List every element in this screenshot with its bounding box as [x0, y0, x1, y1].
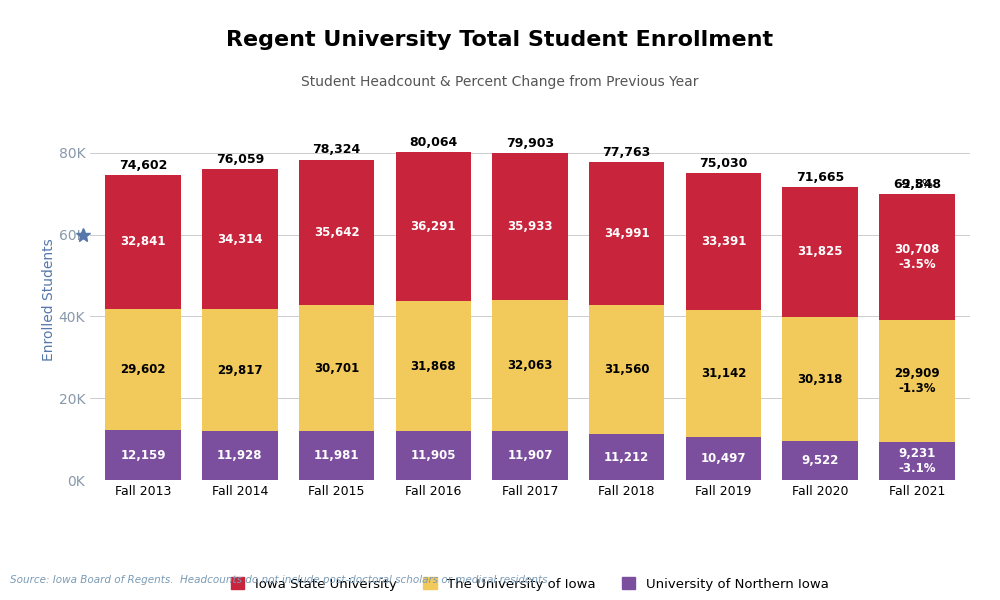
Bar — [202, 309, 278, 431]
Text: 33,391: 33,391 — [701, 235, 746, 248]
Text: 35,933: 35,933 — [507, 220, 553, 233]
Text: 32,063: 32,063 — [507, 359, 553, 372]
Text: 31,825: 31,825 — [797, 245, 843, 259]
Bar — [879, 194, 955, 320]
Bar — [589, 434, 664, 480]
Text: 30,318: 30,318 — [797, 373, 843, 386]
Text: 35,642: 35,642 — [314, 226, 359, 239]
Text: 75,030: 75,030 — [699, 157, 748, 170]
Bar — [299, 305, 374, 431]
Text: 11,981: 11,981 — [314, 449, 359, 462]
Text: 77,763: 77,763 — [603, 146, 651, 158]
Legend: Iowa State University, The University of Iowa, University of Northern Iowa: Iowa State University, The University of… — [226, 572, 834, 596]
Text: Source: Iowa Board of Regents.  Headcounts do not include post-doctoral scholars: Source: Iowa Board of Regents. Headcount… — [10, 575, 551, 585]
Text: 9,522: 9,522 — [801, 454, 839, 467]
Text: 76,059: 76,059 — [216, 152, 264, 166]
Text: 69,848: 69,848 — [893, 163, 941, 191]
Text: Regent University Total Student Enrollment: Regent University Total Student Enrollme… — [226, 30, 774, 50]
Text: 32,841: 32,841 — [120, 235, 166, 248]
Bar — [686, 437, 761, 480]
Y-axis label: Enrolled Students: Enrolled Students — [42, 239, 56, 361]
Bar — [782, 317, 858, 441]
Text: -2.5%: -2.5% — [900, 178, 934, 191]
Bar — [299, 160, 374, 305]
Text: 36,291: 36,291 — [411, 220, 456, 233]
Bar — [492, 300, 568, 431]
Text: 29,909
-1.3%: 29,909 -1.3% — [894, 367, 940, 395]
Text: 11,905: 11,905 — [411, 449, 456, 462]
Bar — [202, 431, 278, 480]
Text: 80,064: 80,064 — [409, 136, 457, 149]
Text: 78,324: 78,324 — [312, 143, 361, 157]
Text: 79,903: 79,903 — [506, 137, 554, 150]
Text: 29,602: 29,602 — [120, 363, 166, 376]
Text: 31,142: 31,142 — [701, 367, 746, 380]
Bar — [396, 152, 471, 301]
Bar — [686, 310, 761, 437]
Text: 74,602: 74,602 — [119, 158, 167, 172]
Text: 10,497: 10,497 — [701, 452, 746, 465]
Bar — [492, 153, 568, 300]
Bar — [396, 431, 471, 480]
Text: 71,665: 71,665 — [796, 170, 844, 184]
Text: 11,212: 11,212 — [604, 451, 649, 464]
Text: 29,817: 29,817 — [217, 364, 263, 377]
Text: Student Headcount & Percent Change from Previous Year: Student Headcount & Percent Change from … — [301, 75, 699, 89]
Bar — [396, 301, 471, 431]
Text: 11,928: 11,928 — [217, 449, 263, 462]
Bar — [299, 431, 374, 480]
Bar — [782, 187, 858, 317]
Text: 31,868: 31,868 — [410, 359, 456, 373]
Bar — [686, 173, 761, 310]
Text: 30,701: 30,701 — [314, 362, 359, 374]
Text: 12,159: 12,159 — [120, 449, 166, 461]
Text: 30,708
-3.5%: 30,708 -3.5% — [894, 243, 940, 271]
Text: 34,314: 34,314 — [217, 233, 263, 245]
Bar — [879, 320, 955, 442]
Bar — [105, 309, 181, 430]
Bar — [492, 431, 568, 480]
Bar — [105, 175, 181, 309]
Bar — [105, 430, 181, 480]
Text: 34,991: 34,991 — [604, 227, 650, 240]
Text: 31,560: 31,560 — [604, 363, 649, 376]
Bar — [782, 441, 858, 480]
Bar — [589, 305, 664, 434]
Bar — [589, 162, 664, 305]
Bar — [202, 169, 278, 309]
Text: 11,907: 11,907 — [507, 449, 553, 462]
Text: 9,231
-3.1%: 9,231 -3.1% — [898, 447, 936, 475]
Bar — [879, 442, 955, 480]
